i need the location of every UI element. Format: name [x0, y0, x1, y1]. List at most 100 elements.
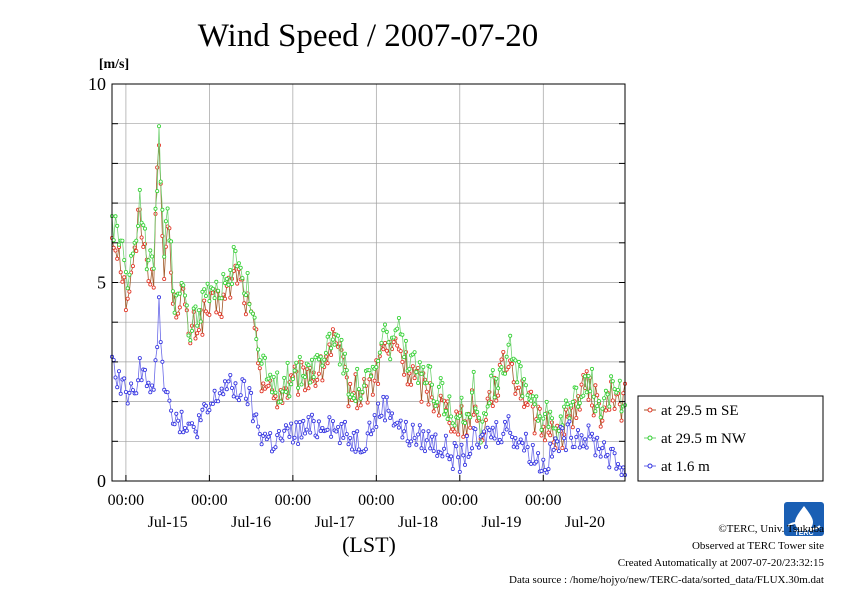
data-point: [377, 350, 382, 355]
data-point: [355, 406, 360, 411]
data-point: [203, 403, 208, 408]
data-point: [257, 358, 262, 363]
data-point: [177, 291, 182, 296]
data-point: [416, 380, 421, 385]
data-point: [501, 431, 506, 436]
data-point: [590, 403, 595, 408]
data-point: [156, 124, 161, 129]
data-point: [219, 314, 224, 319]
x-tick-label: 00:00: [108, 492, 144, 509]
data-point: [216, 399, 221, 404]
data-point: [216, 288, 221, 293]
data-point: [275, 433, 280, 438]
data-point: [485, 396, 490, 401]
data-point: [407, 443, 412, 448]
logo-drop-mark: [795, 506, 813, 531]
data-point: [320, 378, 325, 383]
data-point: [452, 423, 457, 428]
data-point: [600, 406, 605, 411]
x-day-label: Jul-20: [565, 514, 605, 531]
data-point: [325, 334, 330, 339]
data-point: [433, 403, 438, 408]
data-point: [543, 438, 548, 443]
data-point: [567, 419, 572, 424]
y-axis-ticks: 0 5 10: [88, 74, 625, 491]
data-point: [591, 413, 596, 418]
data-point: [590, 366, 595, 371]
data-point: [619, 409, 624, 414]
data-point: [222, 296, 227, 301]
data-point: [614, 466, 619, 471]
data-point: [262, 431, 267, 436]
data-point: [228, 267, 233, 272]
data-point: [487, 401, 492, 406]
data-point: [181, 430, 186, 435]
data-point: [494, 398, 499, 403]
data-point: [205, 281, 210, 286]
data-point: [424, 380, 429, 385]
data-point: [523, 431, 528, 436]
data-point: [330, 419, 335, 424]
data-point: [530, 394, 535, 399]
data-point: [544, 470, 549, 475]
data-point: [600, 418, 605, 423]
data-point: [322, 357, 327, 362]
data-point: [442, 412, 447, 417]
data-point: [162, 254, 167, 259]
data-point: [468, 415, 473, 420]
y-tick-label: 5: [97, 273, 106, 293]
data-point: [501, 349, 506, 354]
footer-notes: ©TERC, Univ. Tsukuba Observed at TERC To…: [509, 523, 824, 586]
data-point: [586, 397, 591, 402]
data-point: [301, 418, 306, 423]
data-point: [562, 436, 567, 441]
data-point: [525, 445, 530, 450]
data-point: [515, 445, 520, 450]
data-point: [123, 389, 128, 394]
data-point: [148, 248, 153, 253]
data-point: [222, 379, 227, 384]
data-point: [381, 394, 386, 399]
data-point: [541, 416, 546, 421]
x-day-label: Jul-16: [231, 514, 271, 531]
data-point: [402, 355, 407, 360]
data-point: [539, 469, 544, 474]
data-point: [301, 365, 306, 370]
data-point: [240, 276, 245, 281]
data-point: [348, 381, 353, 386]
data-point: [402, 429, 407, 434]
data-point: [438, 393, 443, 398]
data-point: [598, 415, 603, 420]
data-point: [445, 453, 450, 458]
data-point: [516, 359, 521, 364]
data-point: [577, 401, 582, 406]
data-point: [523, 383, 528, 388]
data-point: [570, 425, 575, 430]
data-point: [163, 219, 168, 224]
data-point: [445, 416, 450, 421]
data-point: [294, 420, 299, 425]
data-point: [513, 435, 518, 440]
data-point: [461, 453, 466, 458]
data-point: [342, 419, 347, 424]
data-point: [525, 393, 530, 398]
data-point: [155, 345, 160, 350]
data-point: [562, 404, 567, 409]
data-point: [174, 315, 179, 320]
data-point: [290, 440, 295, 445]
data-point: [372, 378, 377, 383]
data-point: [548, 433, 553, 438]
data-point: [344, 432, 349, 437]
data-point: [555, 423, 560, 428]
series-line: [111, 297, 626, 476]
data-point: [595, 393, 600, 398]
data-point: [534, 459, 539, 464]
data-point: [169, 408, 174, 413]
legend-label: at 29.5 m SE: [661, 403, 739, 419]
data-point: [563, 448, 568, 453]
data-point: [130, 264, 135, 269]
data-point: [341, 371, 346, 376]
data-point: [292, 435, 297, 440]
source-note: Data source : /home/hojyo/new/TERC-data/…: [509, 574, 824, 586]
data-point: [122, 275, 127, 280]
